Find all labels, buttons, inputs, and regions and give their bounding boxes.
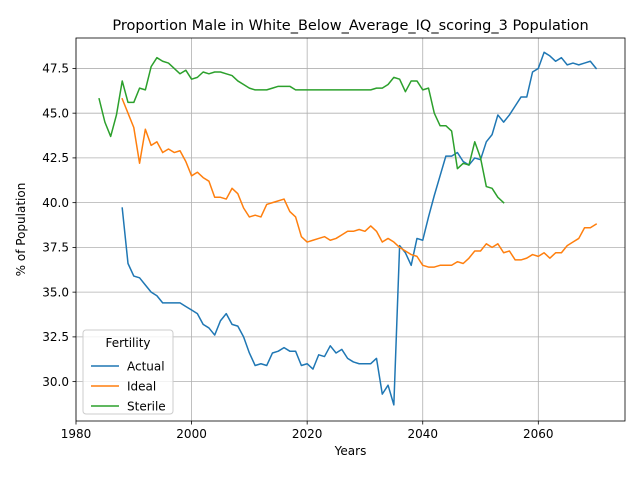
legend-label-actual: Actual: [127, 359, 165, 373]
x-tick-label: 2000: [176, 427, 207, 441]
y-tick-label: 35.0: [42, 285, 69, 299]
x-tick-label: 2040: [407, 427, 438, 441]
y-tick-label: 40.0: [42, 196, 69, 210]
chart-title: Proportion Male in White_Below_Average_I…: [112, 18, 588, 34]
y-tick-label: 32.5: [42, 330, 69, 344]
series-line-sterile: [98, 56, 505, 204]
series-line-actual: [121, 51, 598, 406]
x-tick-label: 1980: [61, 427, 92, 441]
x-axis: 1980 2000 2020 2040 2060: [61, 421, 554, 441]
y-tick-label: 45.0: [42, 106, 69, 120]
y-axis: 30.0 32.5 35.0 37.5 40.0 42.5 45.0 47.5: [42, 62, 76, 389]
y-axis-label: % of Population: [14, 183, 28, 277]
legend-items: Actual Ideal Sterile: [91, 359, 166, 413]
y-tick-label: 42.5: [42, 151, 69, 165]
y-tick-label: 47.5: [42, 62, 69, 76]
y-tick-label: 37.5: [42, 241, 69, 255]
legend-label-sterile: Sterile: [127, 399, 166, 413]
legend-box: [82, 329, 174, 415]
x-tick-label: 2020: [292, 427, 323, 441]
legend-label-ideal: Ideal: [127, 379, 156, 393]
y-tick-label: 30.0: [42, 375, 69, 389]
legend: Fertility Actual Ideal Sterile: [82, 329, 174, 415]
series-line-ideal: [121, 97, 598, 268]
plot-frame: [75, 37, 626, 422]
legend-title: Fertility: [105, 336, 150, 350]
x-tick-label: 2060: [523, 427, 554, 441]
x-axis-label: Years: [334, 444, 367, 458]
series-lines: [98, 51, 598, 406]
